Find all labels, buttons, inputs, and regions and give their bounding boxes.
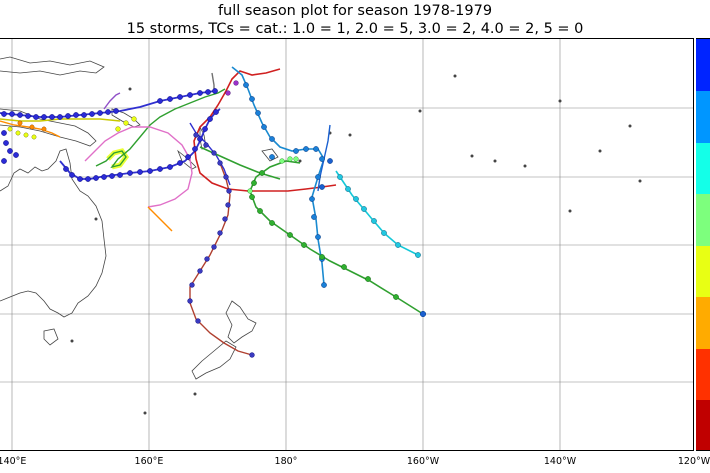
colorbar-segment bbox=[696, 39, 710, 91]
storm-track bbox=[147, 206, 173, 232]
storm-track bbox=[249, 160, 424, 315]
colorbar-segment bbox=[696, 297, 710, 349]
storm-track bbox=[103, 92, 121, 110]
lon-label-180: 180° bbox=[274, 456, 298, 467]
fiji-outline bbox=[261, 148, 279, 162]
storm-track bbox=[335, 170, 419, 256]
storm-track bbox=[211, 72, 215, 91]
storm-points bbox=[1, 80, 427, 358]
lon-label-120w: 120°W bbox=[677, 456, 710, 467]
storm-track bbox=[231, 66, 325, 286]
lon-label-140w: 140°W bbox=[543, 456, 577, 467]
storm-track bbox=[193, 68, 337, 192]
north-islands-outline bbox=[0, 56, 105, 76]
nz-south-island bbox=[191, 340, 237, 380]
colorbar-segment bbox=[696, 400, 710, 450]
storm-track bbox=[189, 122, 231, 186]
storm-track bbox=[189, 162, 253, 356]
lon-label-160e: 160°E bbox=[134, 456, 164, 467]
new-guinea-outline bbox=[0, 108, 97, 147]
australia-outline bbox=[0, 148, 107, 318]
colorbar-segment bbox=[696, 91, 710, 143]
chart-subtitle: 15 storms, TCs = cat.: 1.0 = 1, 2.0 = 5,… bbox=[126, 21, 584, 37]
map-canvas bbox=[0, 39, 693, 450]
map-area bbox=[0, 38, 694, 451]
small-islands bbox=[70, 74, 642, 415]
lon-label-140e: 140°E bbox=[0, 456, 27, 467]
storm-track bbox=[95, 88, 226, 169]
graticule bbox=[0, 39, 693, 450]
colorbar-segment bbox=[696, 194, 710, 246]
storm-track bbox=[84, 126, 193, 208]
colorbar-segment bbox=[696, 143, 710, 194]
chart-title: full season plot for season 1978-1979 bbox=[217, 3, 493, 19]
colorbar-segment bbox=[696, 349, 710, 400]
colorbar-segment bbox=[696, 246, 710, 297]
tasmania-outline bbox=[43, 328, 59, 346]
lon-label-160w: 160°W bbox=[406, 456, 440, 467]
land-outlines bbox=[0, 56, 279, 380]
solomon-islands-outline bbox=[111, 108, 141, 128]
nz-north-island bbox=[225, 300, 257, 344]
storm-tracks bbox=[0, 66, 424, 356]
category-colorbar bbox=[696, 38, 710, 451]
